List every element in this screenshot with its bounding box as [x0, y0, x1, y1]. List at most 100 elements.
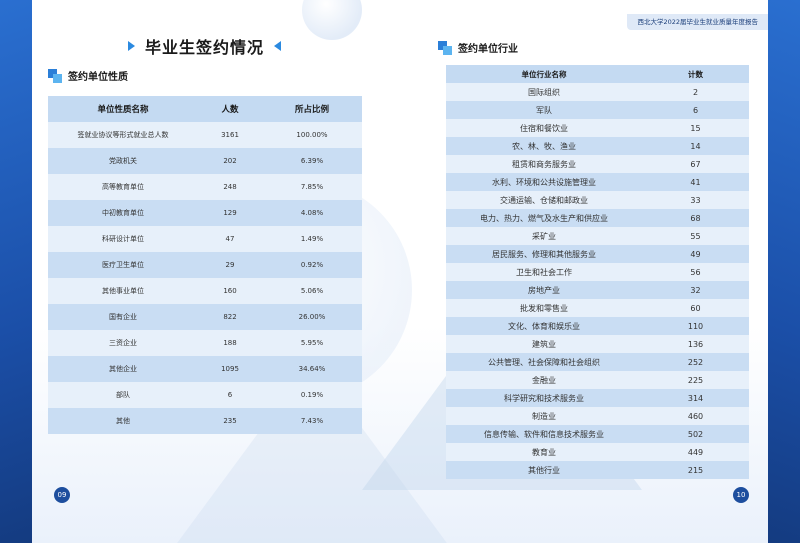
cell-industry: 卫生和社会工作 — [446, 263, 642, 281]
cell-count: 252 — [642, 353, 749, 371]
cell-ratio: 1.49% — [262, 226, 362, 252]
table-row: 金融业 225 — [446, 371, 749, 389]
cell-count: 60 — [642, 299, 749, 317]
column-header: 单位行业名称 — [446, 65, 642, 83]
cell-count: 314 — [642, 389, 749, 407]
cell-ratio: 5.95% — [262, 330, 362, 356]
cell-industry: 金融业 — [446, 371, 642, 389]
cell-count: 68 — [642, 209, 749, 227]
cell-ratio: 7.43% — [262, 408, 362, 434]
unit-nature-table: 单位性质名称 人数 所占比例 签就业协议等形式就业总人数 3161 100.00% … — [48, 96, 362, 434]
cell-count: 29 — [198, 252, 262, 278]
triangle-left-icon — [274, 41, 282, 51]
cell-count: 6 — [642, 101, 749, 119]
cell-count: 15 — [642, 119, 749, 137]
table-row: 其他事业单位 160 5.06% — [48, 278, 362, 304]
cell-industry: 居民服务、修理和其他服务业 — [446, 245, 642, 263]
cell-name: 其他事业单位 — [48, 278, 198, 304]
chapter-title-text: 毕业生签约情况 — [145, 38, 265, 57]
cell-ratio: 5.06% — [262, 278, 362, 304]
table-row: 租赁和商务服务业 67 — [446, 155, 749, 173]
cell-count: 33 — [642, 191, 749, 209]
cell-name: 中初教育单位 — [48, 200, 198, 226]
page-number-right: 10 — [733, 487, 749, 503]
left-page-edge — [0, 0, 32, 543]
triangle-right-icon — [128, 41, 135, 51]
cell-ratio: 6.39% — [262, 148, 362, 174]
column-header: 单位性质名称 — [48, 96, 198, 122]
cell-ratio: 26.00% — [262, 304, 362, 330]
table-row: 公共管理、社会保障和社会组织 252 — [446, 353, 749, 371]
table-row: 三资企业 188 5.95% — [48, 330, 362, 356]
table-row: 其他企业 1095 34.64% — [48, 356, 362, 382]
table-header-row: 单位行业名称 计数 — [446, 65, 749, 83]
table-row: 水利、环境和公共设施管理业 41 — [446, 173, 749, 191]
column-header: 人数 — [198, 96, 262, 122]
report-header: 西北大学2022届毕业生就业质量年度报告 — [627, 14, 768, 30]
cell-count: 56 — [642, 263, 749, 281]
table-row: 医疗卫生单位 29 0.92% — [48, 252, 362, 278]
table-row: 农、林、牧、渔业 14 — [446, 137, 749, 155]
cell-count: 202 — [198, 148, 262, 174]
square-badge-icon — [48, 68, 62, 83]
cell-count: 502 — [642, 425, 749, 443]
column-header: 所占比例 — [262, 96, 362, 122]
table-row: 制造业 460 — [446, 407, 749, 425]
table-row: 其他行业 215 — [446, 461, 749, 479]
cell-industry: 国际组织 — [446, 83, 642, 101]
cell-industry: 其他行业 — [446, 461, 642, 479]
cell-industry: 交通运输、仓储和邮政业 — [446, 191, 642, 209]
table-row: 采矿业 55 — [446, 227, 749, 245]
cell-ratio: 0.19% — [262, 382, 362, 408]
section-heading-unit-nature: 签约单位性质 — [48, 68, 128, 83]
page-number-left: 09 — [54, 487, 70, 503]
table-header-row: 单位性质名称 人数 所占比例 — [48, 96, 362, 122]
decorative-circle — [302, 0, 362, 40]
cell-count: 225 — [642, 371, 749, 389]
cell-ratio: 4.08% — [262, 200, 362, 226]
table-row: 电力、热力、燃气及水生产和供应业 68 — [446, 209, 749, 227]
cell-count: 188 — [198, 330, 262, 356]
cell-industry: 批发和零售业 — [446, 299, 642, 317]
cell-count: 55 — [642, 227, 749, 245]
cell-name: 其他 — [48, 408, 198, 434]
table-row: 建筑业 136 — [446, 335, 749, 353]
table-row: 军队 6 — [446, 101, 749, 119]
cell-ratio: 100.00% — [262, 122, 362, 148]
cell-industry: 水利、环境和公共设施管理业 — [446, 173, 642, 191]
table-row: 高等教育单位 248 7.85% — [48, 174, 362, 200]
cell-name: 签就业协议等形式就业总人数 — [48, 122, 198, 148]
table-row: 国际组织 2 — [446, 83, 749, 101]
cell-count: 136 — [642, 335, 749, 353]
section-heading-industry: 签约单位行业 — [438, 40, 518, 55]
cell-count: 47 — [198, 226, 262, 252]
cell-count: 41 — [642, 173, 749, 191]
table-row: 国有企业 822 26.00% — [48, 304, 362, 330]
cell-industry: 农、林、牧、渔业 — [446, 137, 642, 155]
right-page-edge — [768, 0, 800, 543]
column-header: 计数 — [642, 65, 749, 83]
cell-industry: 公共管理、社会保障和社会组织 — [446, 353, 642, 371]
cell-name: 科研设计单位 — [48, 226, 198, 252]
cell-ratio: 34.64% — [262, 356, 362, 382]
square-badge-icon — [438, 40, 452, 55]
cell-count: 1095 — [198, 356, 262, 382]
cell-name: 高等教育单位 — [48, 174, 198, 200]
cell-count: 215 — [642, 461, 749, 479]
table-row: 中初教育单位 129 4.08% — [48, 200, 362, 226]
table-row: 科研设计单位 47 1.49% — [48, 226, 362, 252]
cell-count: 2 — [642, 83, 749, 101]
table-row: 批发和零售业 60 — [446, 299, 749, 317]
cell-count: 6 — [198, 382, 262, 408]
cell-count: 14 — [642, 137, 749, 155]
cell-industry: 教育业 — [446, 443, 642, 461]
cell-name: 党政机关 — [48, 148, 198, 174]
cell-industry: 军队 — [446, 101, 642, 119]
table-row: 居民服务、修理和其他服务业 49 — [446, 245, 749, 263]
table-row: 部队 6 0.19% — [48, 382, 362, 408]
cell-count: 110 — [642, 317, 749, 335]
cell-industry: 科学研究和技术服务业 — [446, 389, 642, 407]
table-row: 住宿和餐饮业 15 — [446, 119, 749, 137]
cell-industry: 租赁和商务服务业 — [446, 155, 642, 173]
table-row: 党政机关 202 6.39% — [48, 148, 362, 174]
